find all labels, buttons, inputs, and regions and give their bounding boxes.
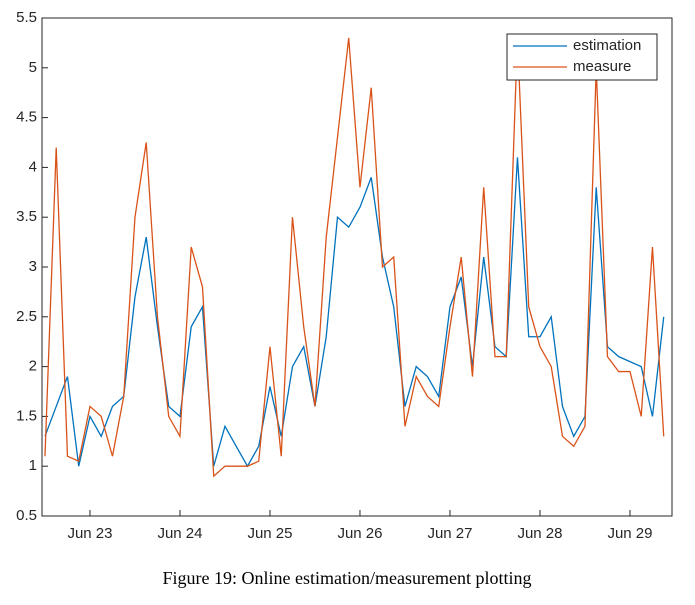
y-tick-label: 0.5 <box>16 507 37 524</box>
legend-box <box>506 33 658 81</box>
y-tick-label: 2 <box>29 358 37 375</box>
y-tick-label: 4 <box>29 158 37 175</box>
y-tick-label: 5.5 <box>16 9 37 26</box>
series-line <box>44 157 665 468</box>
legend-label: estimation <box>573 37 641 54</box>
y-tick-label: 1.5 <box>16 407 37 424</box>
series-line <box>44 37 665 478</box>
caption: Figure 19: Online estimation/measurement… <box>163 568 532 588</box>
x-tick-label: Jun 23 <box>67 525 112 542</box>
x-tick-label: Jun 27 <box>427 525 472 542</box>
y-tick-label: 3.5 <box>16 208 37 225</box>
x-tick-label: Jun 29 <box>607 525 652 542</box>
x-tick-label: Jun 26 <box>337 525 382 542</box>
x-tick-label: Jun 24 <box>157 525 202 542</box>
y-tick-label: 2.5 <box>16 308 37 325</box>
legend-label: measure <box>573 58 631 75</box>
plot-area <box>41 17 673 517</box>
y-tick-label: 3 <box>29 258 37 275</box>
x-tick-label: Jun 28 <box>517 525 562 542</box>
y-tick-label: 1 <box>29 457 37 474</box>
y-tick-label: 5 <box>29 59 37 76</box>
y-tick-label: 4.5 <box>16 109 37 126</box>
x-tick-label: Jun 25 <box>247 525 292 542</box>
